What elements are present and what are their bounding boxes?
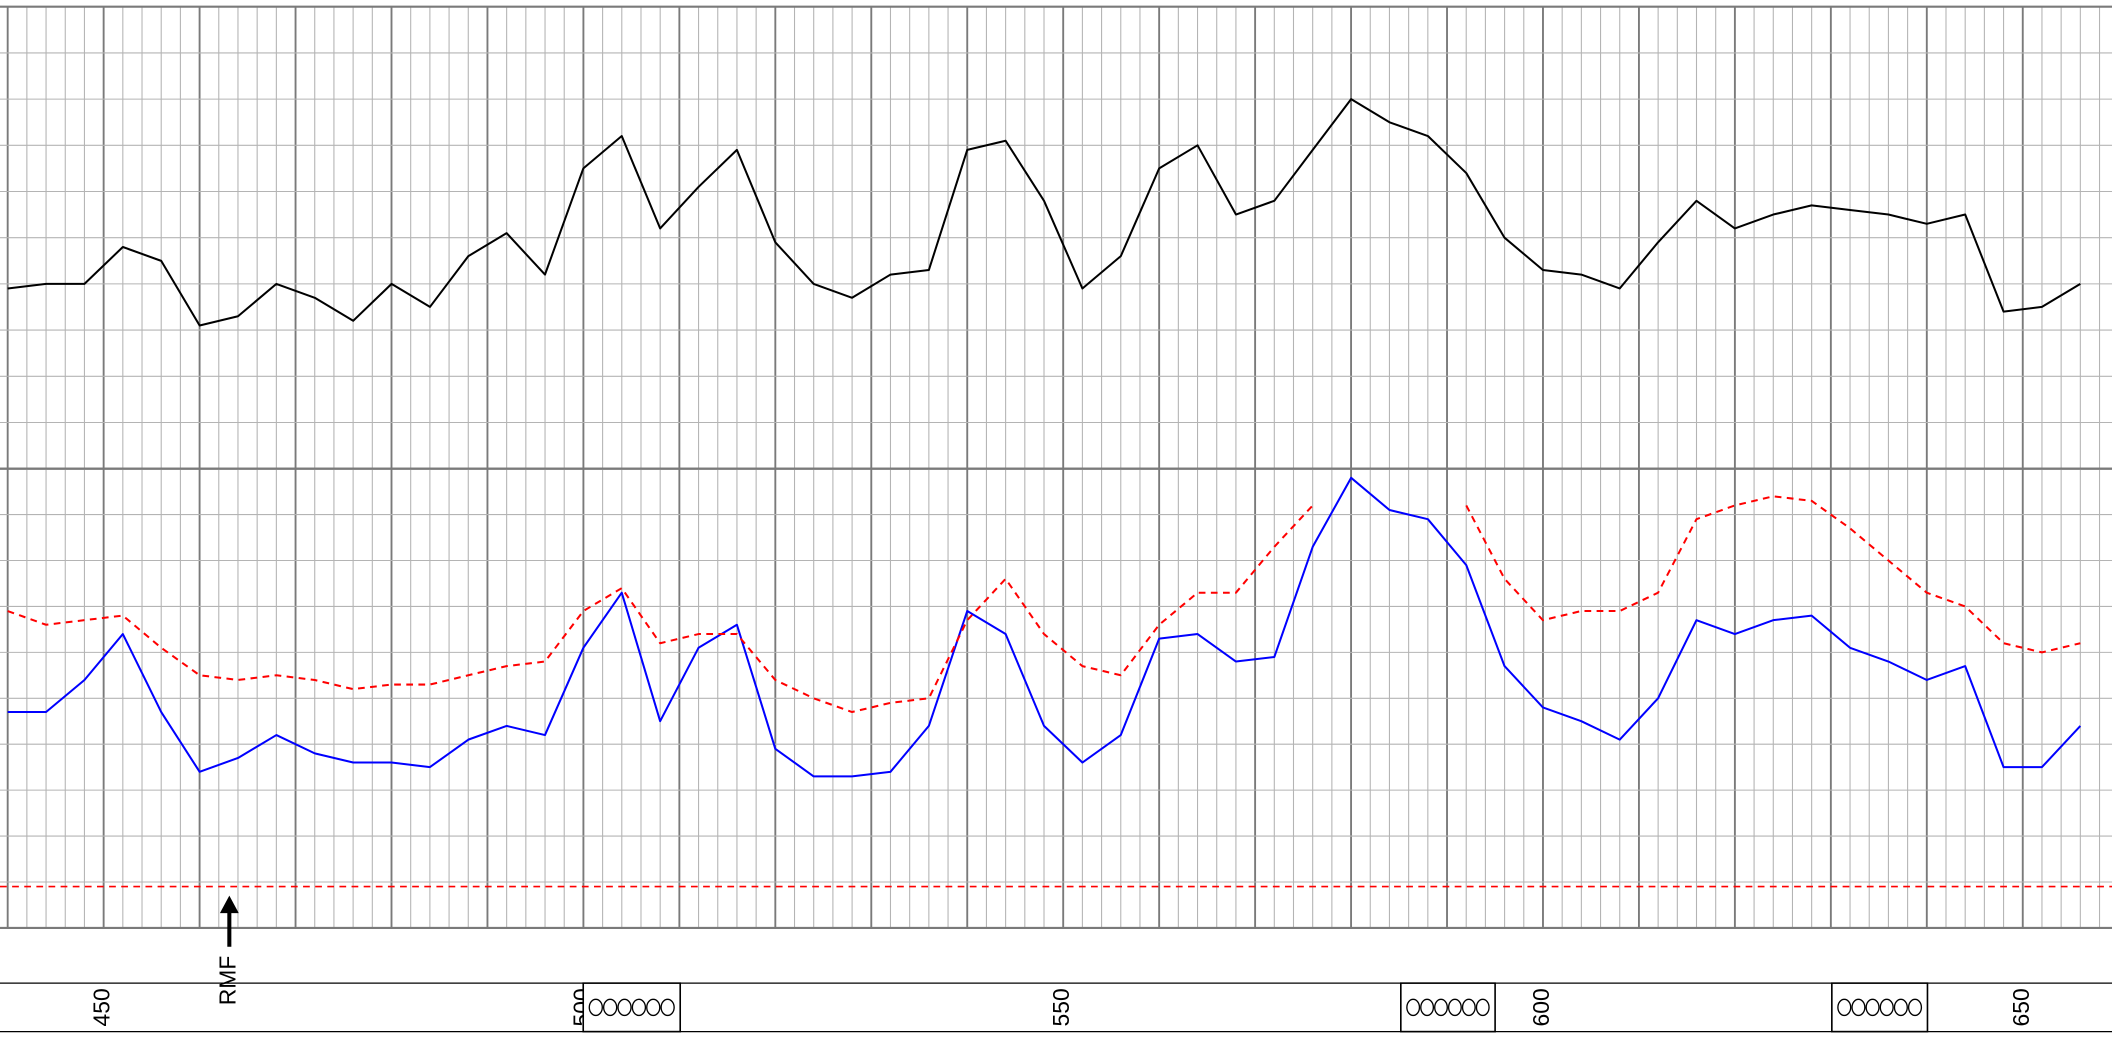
lithology-symbol — [1447, 998, 1462, 1017]
curve — [7, 98, 2081, 327]
curve — [7, 476, 2082, 778]
lithology-symbol — [1434, 998, 1448, 1017]
lithology-symbol — [1907, 998, 1923, 1017]
lithology-symbol — [617, 998, 632, 1017]
lithology-symbol — [1879, 998, 1894, 1017]
annotation-arrowhead — [219, 895, 239, 914]
lithology-symbol — [1893, 998, 1908, 1017]
lithology-symbol — [660, 998, 675, 1017]
curve — [7, 495, 2081, 714]
lithology-symbol — [1420, 998, 1435, 1017]
lithology-symbol — [602, 998, 618, 1017]
lithology-symbol — [588, 998, 603, 1017]
lithology-symbol — [646, 998, 661, 1017]
curves — [0, 98, 2112, 888]
depth-label: 600 — [1528, 988, 1554, 1026]
lithology-symbol — [1837, 998, 1852, 1017]
lithology-symbol — [1475, 998, 1490, 1017]
depth-label: 650 — [2008, 988, 2034, 1026]
annotation-label: RMF — [214, 956, 240, 1006]
lithology-symbol — [1406, 998, 1421, 1017]
lithology-symbol — [1865, 998, 1880, 1017]
grid — [0, 5, 2112, 929]
lithology-symbol — [1461, 998, 1476, 1017]
depth-label: 450 — [89, 988, 115, 1026]
lithology-symbol — [1851, 998, 1866, 1017]
lithology-symbol — [631, 998, 647, 1017]
depth-label: 550 — [1048, 988, 1074, 1026]
